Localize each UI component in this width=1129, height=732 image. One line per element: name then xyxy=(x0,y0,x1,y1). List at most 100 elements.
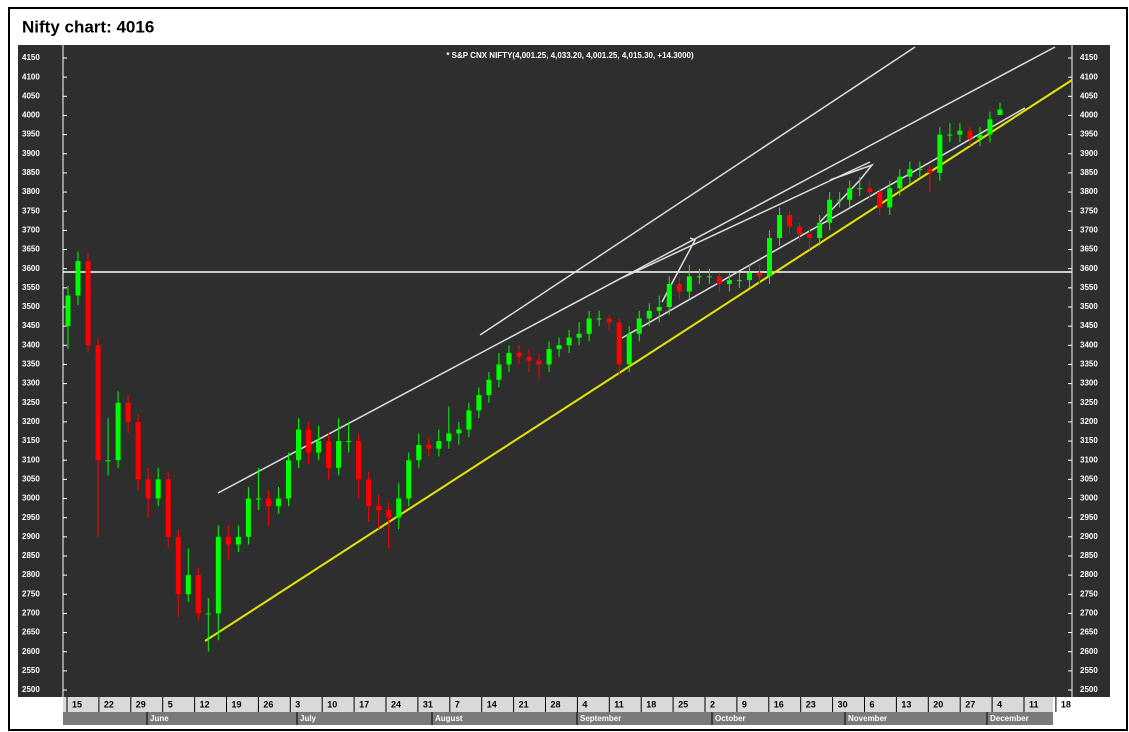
candle-body xyxy=(576,333,582,338)
y-tick-label: 3850 xyxy=(22,168,40,177)
y-tick-label: 3700 xyxy=(22,225,40,234)
candle-body xyxy=(817,222,823,239)
y-tick-label: 2950 xyxy=(22,513,40,522)
x-tick-label: 7 xyxy=(455,699,460,709)
y-tick-label: 4050 xyxy=(1080,91,1098,100)
x-tick-label: 15 xyxy=(72,699,82,709)
x-tick-label: 16 xyxy=(774,699,784,709)
y-tick-label: 3600 xyxy=(22,264,40,273)
y-tick-label: 2850 xyxy=(22,551,40,560)
candle-body xyxy=(606,318,612,323)
candle-body xyxy=(867,188,873,193)
x-tick-label: 19 xyxy=(232,699,242,709)
candle-body xyxy=(245,498,251,537)
candle-body xyxy=(376,506,382,511)
candle-body xyxy=(105,460,111,462)
candle-body xyxy=(526,356,532,361)
y-tick-label: 4150 xyxy=(1080,53,1098,62)
y-tick-label: 3900 xyxy=(22,149,40,158)
candle-body xyxy=(676,283,682,292)
y-tick-label: 3150 xyxy=(22,436,40,445)
candle-body xyxy=(586,318,592,334)
candle-body xyxy=(145,479,151,499)
candle-body xyxy=(686,276,692,292)
y-tick-label: 3850 xyxy=(1080,168,1098,177)
channel-line xyxy=(621,107,1026,339)
y-tick-label: 3600 xyxy=(1080,264,1098,273)
candle-body xyxy=(386,510,392,518)
candle-body xyxy=(596,318,602,320)
candle-body xyxy=(927,169,933,173)
month-label: August xyxy=(435,714,463,723)
candle-body xyxy=(756,272,762,277)
candle-body xyxy=(977,134,983,139)
plot-background xyxy=(18,45,1110,697)
y-tick-label: 3450 xyxy=(1080,321,1098,330)
month-label: December xyxy=(990,714,1029,723)
candle-body xyxy=(626,333,632,365)
x-tick-label: 17 xyxy=(359,699,369,709)
candle-body xyxy=(125,402,131,422)
candle-body xyxy=(215,536,221,614)
candle-body xyxy=(947,134,953,136)
y-tick-label: 2500 xyxy=(1080,685,1098,694)
candle-body xyxy=(877,192,883,208)
y-tick-label: 3500 xyxy=(1080,302,1098,311)
candle-body xyxy=(406,460,412,499)
y-tick-label: 3300 xyxy=(22,379,40,388)
candle-body xyxy=(897,176,903,189)
month-label: November xyxy=(848,714,887,723)
x-tick-label: 11 xyxy=(614,699,624,709)
candle-body xyxy=(706,276,712,278)
channel-line xyxy=(479,46,916,336)
y-tick-label: 3400 xyxy=(1080,340,1098,349)
candle-body xyxy=(616,322,622,365)
y-tick-label: 3900 xyxy=(1080,149,1098,158)
y-tick-label: 2600 xyxy=(22,647,40,656)
candle-body xyxy=(326,441,332,468)
y-tick-label: 2950 xyxy=(1080,513,1098,522)
x-tick-label: 26 xyxy=(263,699,273,709)
candle-body xyxy=(666,283,672,307)
x-tick-label: 24 xyxy=(391,699,401,709)
candle-body xyxy=(726,280,732,284)
candle-body xyxy=(837,199,843,201)
y-tick-label: 3650 xyxy=(22,245,40,254)
candle-body xyxy=(336,441,342,468)
x-tick-label: 22 xyxy=(104,699,114,709)
x-tick-label: 13 xyxy=(901,699,911,709)
x-tick-label: 12 xyxy=(200,699,210,709)
y-tick-label: 3000 xyxy=(22,494,40,503)
candle-body xyxy=(516,352,522,357)
candle-body xyxy=(285,460,291,499)
support-line xyxy=(204,79,1073,642)
candle-body xyxy=(907,169,913,177)
x-tick-label: 14 xyxy=(487,699,497,709)
candle-body xyxy=(426,444,432,449)
y-tick-label: 3100 xyxy=(1080,455,1098,464)
y-tick-label: 3250 xyxy=(22,398,40,407)
candle-body xyxy=(847,188,853,200)
x-tick-label: 6 xyxy=(870,699,875,709)
x-tick-label: 10 xyxy=(327,699,337,709)
y-tick-label: 3750 xyxy=(1080,206,1098,215)
candle-body xyxy=(797,226,803,235)
trend-lines xyxy=(63,46,1073,642)
candle-body xyxy=(917,169,923,171)
x-tick-label: 28 xyxy=(551,699,561,709)
x-tick-label: 21 xyxy=(519,699,529,709)
y-tick-label: 3300 xyxy=(1080,379,1098,388)
candle-body xyxy=(366,479,372,507)
y-tick-label: 2750 xyxy=(22,589,40,598)
x-tick-label: 2 xyxy=(710,699,715,709)
y-tick-label: 3500 xyxy=(22,302,40,311)
candle-body xyxy=(646,310,652,319)
candle-body xyxy=(716,276,722,284)
candle-body xyxy=(767,238,773,277)
x-tick-label: 20 xyxy=(933,699,943,709)
candle-body xyxy=(95,345,101,461)
candle-body xyxy=(736,280,742,282)
y-tick-label: 2750 xyxy=(1080,589,1098,598)
y-tick-label: 4100 xyxy=(22,72,40,81)
x-tick-label: 29 xyxy=(136,699,146,709)
